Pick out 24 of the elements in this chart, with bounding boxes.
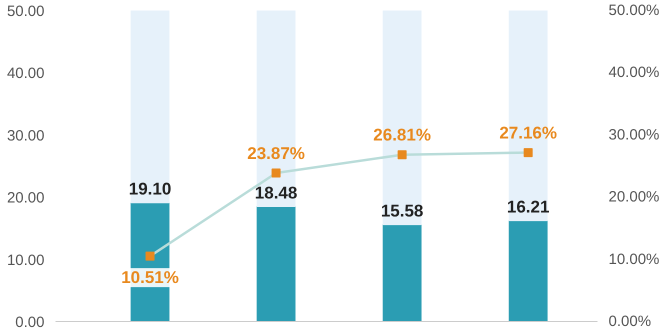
y-tick-label: 50.00 (6, 3, 45, 20)
y-tick-label: 40.00 (6, 65, 45, 82)
y2-tick-label: 30.00% (608, 126, 660, 144)
bar (256, 206, 296, 322)
data-label: 26.81% (373, 126, 431, 145)
data-label: 16.21 (506, 198, 550, 217)
data-label: 23.87% (247, 144, 305, 164)
bar (382, 224, 422, 322)
y-tick-label: 10.00 (6, 252, 45, 269)
bar (508, 220, 548, 322)
data-label: 19.10 (128, 180, 172, 199)
data-label: 27.16% (499, 124, 558, 143)
y2-tick-label: 0.00% (608, 313, 652, 330)
y-tick-label: 20.00 (6, 190, 45, 207)
data-label: 10.51% (121, 268, 179, 288)
bar (130, 10, 170, 204)
y2-tick-label: 50.00% (608, 2, 660, 19)
y2-tick-label: 10.00% (608, 250, 660, 268)
y2-tick-label: 20.00% (608, 188, 660, 206)
y-tick-label: 30.00 (6, 127, 45, 144)
data-label: 18.48 (254, 184, 298, 203)
y-tick-label: 0.00 (15, 314, 45, 331)
data-label: 15.58 (380, 202, 424, 221)
y2-tick-label: 40.00% (608, 64, 660, 82)
